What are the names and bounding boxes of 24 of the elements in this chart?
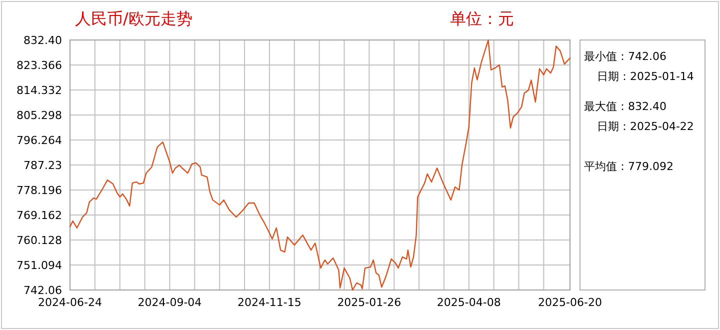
text: 最小值：742.06	[584, 50, 666, 63]
y-tick-label: 787.23	[24, 159, 62, 172]
y-tick-label: 823.366	[16, 59, 62, 72]
y-tick-label: 814.332	[16, 84, 62, 97]
x-tick-label: 2024-06-24	[38, 296, 102, 309]
y-tick-label: 805.298	[16, 109, 62, 122]
y-tick-label: 742.06	[24, 284, 62, 297]
y-tick-label: 796.264	[16, 134, 62, 147]
x-tick-label: 2024-11-15	[237, 296, 302, 309]
chart-title: 人民币/欧元走势	[75, 9, 192, 28]
text: 日期：2025-01-14	[597, 70, 694, 83]
y-tick-label: 760.128	[16, 234, 62, 247]
text: 日期：2025-04-22	[597, 120, 694, 133]
x-tick-label: 2024-09-04	[138, 296, 202, 309]
text: 最大值：832.40	[584, 100, 666, 113]
chart-subtitle: 单位：元	[450, 9, 514, 28]
y-tick-label: 832.40	[24, 34, 62, 47]
x-tick-label: 2025-04-08	[436, 296, 501, 309]
text: 平均值：779.092	[584, 160, 674, 173]
y-tick-label: 751.094	[16, 259, 62, 272]
x-tick-label: 2025-01-26	[337, 296, 402, 309]
y-tick-label: 769.162	[16, 209, 62, 222]
y-tick-label: 778.196	[16, 184, 62, 197]
x-tick-label: 2025-06-20	[538, 296, 602, 309]
